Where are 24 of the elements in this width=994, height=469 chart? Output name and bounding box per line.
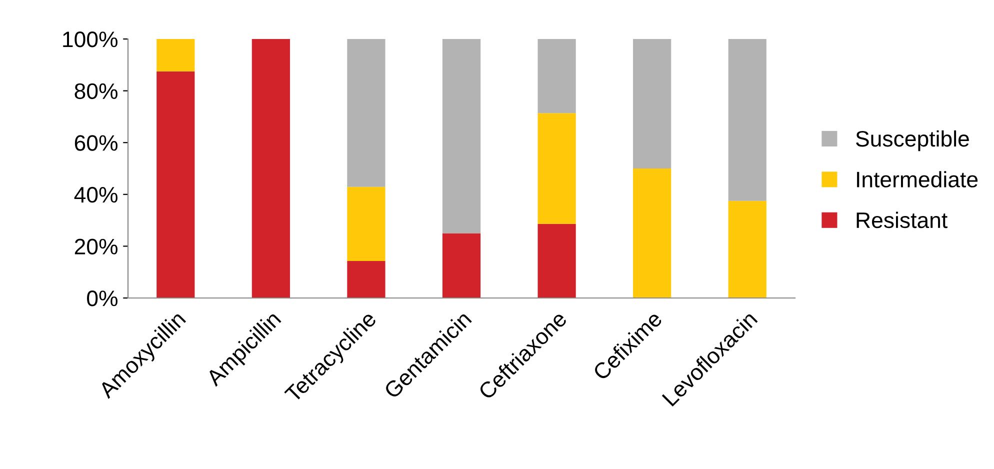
bar <box>347 186 386 261</box>
y-tick-label: 80% <box>74 83 118 100</box>
bar <box>728 200 766 298</box>
bar <box>347 39 386 187</box>
bar <box>633 39 672 168</box>
y-tick-label: 60% <box>74 135 118 151</box>
legend-label: Resistant <box>856 212 948 228</box>
bar <box>347 260 386 298</box>
bar <box>538 39 576 114</box>
bar <box>728 39 766 201</box>
bar <box>442 233 481 298</box>
y-tick-label: 0% <box>87 290 118 306</box>
bar <box>252 39 290 298</box>
y-tick-label: 40% <box>74 186 118 203</box>
bar <box>538 224 576 298</box>
legend-label: Susceptible <box>856 130 969 152</box>
bar <box>538 113 576 224</box>
y-tick-label: 20% <box>74 238 118 254</box>
bar <box>156 39 195 72</box>
legend-label: Intermediate <box>857 171 978 188</box>
y-tick-label: 100% <box>63 32 118 48</box>
bar <box>442 39 481 234</box>
bar <box>633 168 672 298</box>
bar <box>156 71 195 298</box>
